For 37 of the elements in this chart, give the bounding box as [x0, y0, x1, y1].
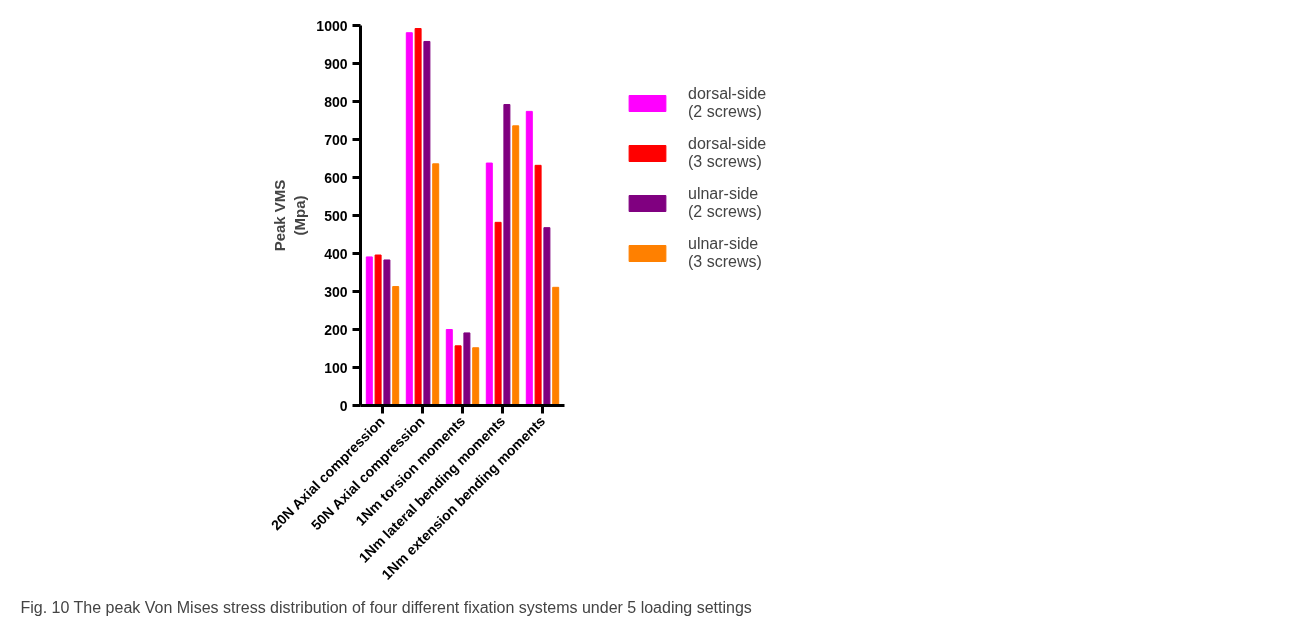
y-tick-label: 300 — [324, 283, 348, 300]
y-tick-label: 900 — [324, 55, 348, 72]
y-axis-title: Peak VMS (Mpa) — [270, 179, 309, 252]
bar — [454, 345, 462, 406]
legend-label: ulnar-side (2 screws) — [688, 185, 762, 221]
legend-label: dorsal-side (3 screws) — [688, 135, 767, 171]
bar — [414, 28, 422, 406]
y-tick-label: 1000 — [316, 17, 348, 34]
bar — [552, 286, 560, 406]
y-tick-label: 500 — [324, 207, 348, 224]
y-tick-label: 600 — [324, 169, 348, 186]
y-tick-label: 100 — [324, 359, 348, 376]
bar — [534, 164, 542, 406]
bar — [543, 227, 551, 406]
y-tick-label: 700 — [324, 131, 348, 148]
y-tick-label: 400 — [324, 245, 348, 262]
bar — [405, 32, 413, 406]
bar — [432, 163, 440, 406]
bar — [494, 221, 502, 406]
caption: Fig. 10 The peak Von Mises stress distribution of four different fixation systems under 5 loading settings — [20, 598, 752, 616]
bar — [392, 286, 400, 406]
legend-label: ulnar-side (3 screws) — [688, 235, 762, 271]
y-tick-label: 800 — [324, 93, 348, 110]
bar — [463, 332, 471, 406]
bar — [365, 256, 373, 406]
bar — [383, 259, 391, 406]
bar — [423, 40, 431, 406]
bar — [503, 104, 511, 406]
legend-label: dorsal-side (2 screws) — [688, 85, 767, 121]
bar — [472, 347, 480, 406]
bar — [445, 329, 453, 406]
y-tick-label: 200 — [324, 321, 348, 338]
bar — [512, 125, 520, 406]
bar — [374, 254, 382, 406]
y-tick-label: 0 — [339, 397, 348, 414]
bar — [525, 110, 533, 406]
bar — [485, 162, 493, 406]
